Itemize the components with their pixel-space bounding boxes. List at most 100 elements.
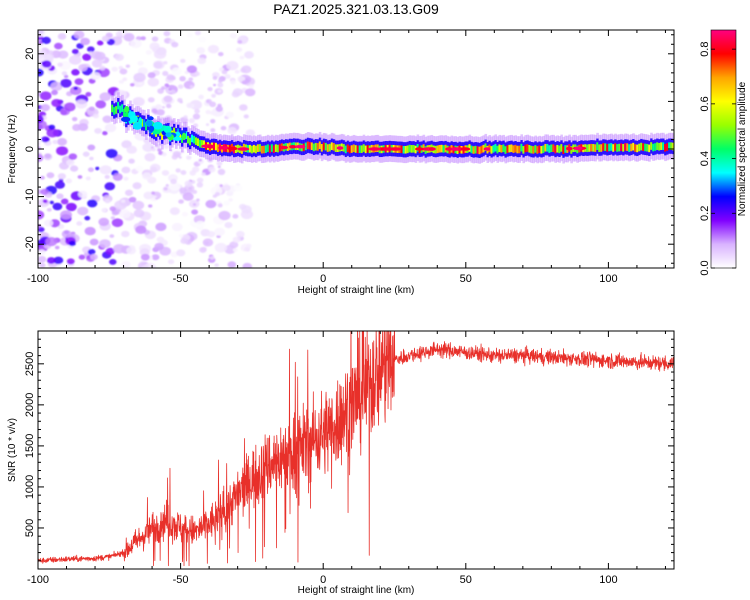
spectrogram-noise-cell — [163, 30, 171, 37]
spectrogram-noise-cell — [205, 199, 217, 209]
spectrogram-ridge-core — [200, 140, 204, 148]
spectrogram-noise-cell — [188, 118, 195, 124]
spectrogram-noise-cell — [153, 49, 167, 59]
spectrogram-ridge-core — [354, 145, 358, 153]
spectrogram-ridge-core — [400, 145, 404, 154]
spectrogram-noise-cell — [66, 258, 75, 265]
spectrogram-ridge-core — [113, 107, 116, 115]
spectrogram-noise-cell — [177, 97, 183, 103]
spectrogram-noise-cell — [77, 206, 89, 216]
spectrogram-noise-cell — [91, 59, 103, 68]
spectrogram-ridge-core — [544, 143, 547, 152]
spectrogram-noise-cell — [239, 55, 245, 60]
spectrogram-ridge-core — [506, 145, 510, 153]
spectrogram-ridge-core — [616, 144, 619, 152]
spectrogram-y-tick-label: -10 — [24, 189, 36, 205]
spectrogram-ridge-core — [520, 143, 524, 152]
spectrogram-ridge-core — [654, 143, 657, 151]
spectrogram-hotspot — [460, 147, 471, 151]
spectrogram-noise-cell — [153, 61, 163, 69]
spectrogram-hotspot — [451, 147, 459, 151]
spectrogram-noise-cell — [126, 246, 137, 255]
spectrogram-ridge-core — [181, 135, 184, 143]
spectrogram-noise-cell — [38, 249, 46, 256]
spectrogram-noise-cell — [244, 51, 254, 59]
spectrogram-noise-cell — [196, 177, 204, 183]
spectrogram-noise-cell — [56, 193, 64, 200]
spectrogram-noise-cell — [137, 81, 143, 86]
spectrogram-noise-cell — [175, 168, 181, 173]
spectrogram-noise-cell — [94, 127, 102, 134]
spectrogram-ridge-core — [492, 145, 496, 153]
spectrogram-noise-cell — [166, 74, 175, 81]
spectrogram-ridge-core — [195, 137, 198, 145]
spectrogram-ridge-core — [196, 138, 200, 147]
spectrogram-noise-cell — [44, 137, 50, 142]
spectrogram-noise-cell — [54, 42, 63, 50]
colorbar-tick-label: 0.8 — [699, 42, 711, 57]
spectrogram-noise-cell — [104, 198, 111, 204]
spectrogram-noise-cell — [232, 248, 238, 253]
spectrogram-noise-cell — [135, 165, 144, 172]
spectrogram-noise-cell — [162, 70, 169, 77]
spectrogram-ridge-core — [642, 143, 645, 151]
spectrogram-noise-cell — [169, 207, 180, 215]
spectrogram-noise-cell — [68, 240, 76, 247]
spectrogram-noise-cell — [82, 151, 90, 157]
spectrogram-ridge-core — [161, 132, 164, 141]
spectrogram-noise-cell — [71, 117, 78, 122]
spectrogram-y-tick-label: 0 — [24, 146, 36, 152]
spectrogram-noise-cell — [40, 188, 49, 195]
spectrogram-noise-cell — [179, 187, 187, 194]
spectrogram-blob — [121, 116, 131, 123]
spectrogram-noise-cell — [157, 148, 162, 152]
spectrogram-noise-cell — [43, 153, 53, 161]
spectrogram-noise-cell — [171, 67, 182, 76]
spectrogram-ridge-core — [332, 143, 336, 151]
spectrogram-noise-cell — [139, 248, 150, 257]
spectrogram-noise-cell — [221, 69, 228, 75]
spectrogram-noise-cell — [217, 168, 226, 176]
spectrogram-blob — [147, 116, 154, 121]
colorbar-tick-label: 0.4 — [699, 151, 711, 166]
spectrogram-noise-cell — [47, 50, 54, 55]
spectrogram-noise-cell — [239, 203, 247, 210]
spectrogram-ridge-core — [438, 144, 442, 153]
spectrogram-noise-cell — [130, 39, 142, 49]
spectrogram-noise-cell — [227, 127, 237, 135]
spectrogram-noise-cell — [151, 108, 158, 114]
spectrogram-noise-cell — [145, 50, 152, 55]
spectrogram-hotspot — [415, 147, 424, 151]
spectrogram-ridge-core — [600, 144, 603, 152]
spectrogram-noise-cell — [113, 244, 126, 254]
colorbar-ticks: 0.0 0.2 0.4 0.6 0.8 — [699, 42, 736, 276]
spectrogram-noise-cell — [87, 248, 96, 255]
spectrogram-ridge-core — [440, 144, 444, 153]
spectrogram-ridge-core — [478, 146, 482, 155]
spectrogram-blob — [181, 132, 187, 141]
snr-panel: -100 -50 0 50 100 500 1000 1500 2000 2500 Height… — [7, 330, 675, 596]
spectrogram-ridge-core — [658, 142, 661, 151]
spectrogram-ridge-core — [620, 143, 623, 151]
spectrogram-noise-cell — [151, 191, 155, 195]
spectrogram-noise-cell — [241, 80, 248, 85]
spectrogram-ridge-core — [558, 145, 561, 154]
spectrogram-hotspot — [279, 145, 289, 150]
spectrogram-ridge-core — [512, 145, 516, 153]
spectrogram-noise-cell — [141, 264, 148, 268]
spectrogram-noise-cell — [128, 196, 137, 203]
spectrogram-ridge-core — [570, 146, 573, 154]
spectrogram-noise-cell — [99, 65, 106, 71]
spectrogram-ridge-core — [538, 145, 541, 153]
spectrogram-noise-cell — [195, 220, 206, 229]
spectrogram-noise-cell — [132, 200, 145, 210]
spectrogram-ridge-core — [141, 119, 144, 127]
spectrogram-noise-cell — [65, 178, 73, 184]
spectrogram-noise-cell — [229, 32, 238, 39]
spectrogram-ridge-core — [412, 144, 416, 153]
spectrogram-noise-cell — [224, 222, 233, 229]
spectrogram-ridge-core — [498, 144, 502, 153]
spectrogram-noise-cell — [186, 65, 197, 74]
spectrogram-ridge-core — [330, 142, 334, 150]
